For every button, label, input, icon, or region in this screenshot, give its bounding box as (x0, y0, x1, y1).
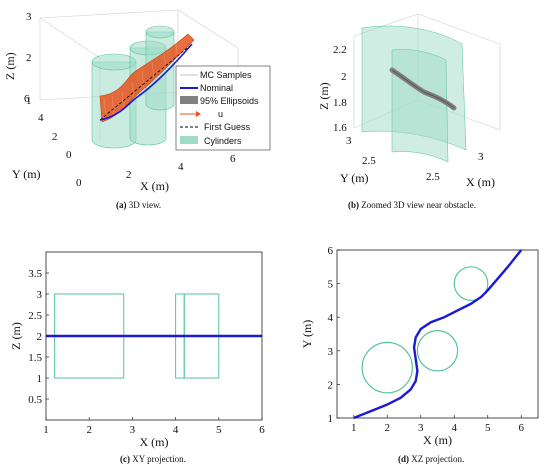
x-axis-label: X (m) (423, 433, 452, 447)
x-tick-label: 4 (173, 424, 179, 436)
y-tick-label: 6 (328, 245, 334, 257)
x-tick-label: 2 (86, 424, 92, 436)
panel-a-ztick: 1 (26, 95, 32, 107)
panel-b-ztick: 2 (341, 71, 347, 83)
panel-a-xtick: 6 (230, 153, 236, 165)
panel-c-caption: (c) XY projection. (120, 454, 186, 464)
panel-b-caption: (b) Zoomed 3D view near obstacle. (348, 200, 476, 210)
y-tick-label: 2 (37, 331, 43, 343)
y-tick-label: 0.5 (28, 394, 42, 406)
legend-first-guess-label: First Guess (204, 122, 251, 132)
y-tick-label: 2.5 (28, 310, 42, 322)
panel-a-xtick: 4 (178, 161, 184, 173)
panel-a-control-surface (99, 33, 195, 123)
panel-c-xy-projection: 1 2 3 4 5 6 0.5 1 1.5 2 2.5 3 3.5 X (m) Z (m) (c) XY p… (9, 251, 265, 464)
panel-d-caption: (d) XZ projection. (398, 454, 464, 464)
y-tick-label: 1 (37, 373, 43, 385)
legend-ellipsoids-label: 95% Ellipsoids (200, 96, 259, 106)
panel-b-ztick: 1.6 (333, 122, 347, 134)
y-tick-label: 3 (37, 289, 43, 301)
x-tick-label: 1 (351, 422, 357, 434)
legend-nominal-label: Nominal (200, 83, 233, 93)
panel-b-xtick: 2.5 (426, 171, 440, 183)
cylinder-circle (416, 330, 459, 372)
panel-b-xtick: 3 (478, 151, 484, 163)
x-tick-label: 6 (519, 422, 525, 434)
y-axis-label: Z (m) (9, 322, 23, 350)
panel-d-xz-projection: 1 2 3 4 5 6 1 2 3 4 5 6 X (m) Y (m) (d) XZ projection… (300, 245, 539, 464)
legend-cylinders-swatch (180, 136, 198, 144)
x-tick-label: 3 (418, 422, 424, 434)
x-tick-label: 6 (259, 424, 265, 436)
panel-b-ytick: 3 (346, 135, 352, 147)
panel-c-plot-area: 1 2 3 4 5 6 0.5 1 1.5 2 2.5 3 3.5 X (m) Z (m) (9, 251, 265, 449)
panel-a-ytick: 4 (38, 112, 44, 124)
legend-mc-samples-label: MC Samples (200, 70, 252, 80)
panel-b-ztick: 1.8 (333, 97, 347, 109)
panel-a-ytick: 0 (66, 149, 72, 161)
panel-a-ztick: 3 (26, 11, 32, 23)
panel-a-3d-view: 1 2 3 0 2 4 6 0 2 4 6 Z (m) Y (m) X (m) … (3, 9, 271, 210)
plot-frame (336, 249, 539, 419)
legend-cylinders-label: Cylinders (204, 136, 242, 146)
panel-a-ylabel: Y (m) (12, 167, 41, 181)
y-tick-label: 4 (328, 312, 334, 324)
x-tick-label: 4 (452, 422, 458, 434)
panel-a-xtick: 2 (126, 169, 132, 181)
panel-a-ytick: 2 (52, 131, 58, 143)
panel-a-xlabel: X (m) (140, 179, 169, 193)
legend-u-label: u (218, 109, 223, 119)
panel-b-zoomed-3d: 2.2 2 1.8 1.6 3 2.5 2.5 3 Z (m) Y (m) X … (317, 13, 501, 210)
y-tick-label: 1.5 (28, 352, 42, 364)
cylinder-circle (453, 266, 489, 302)
panel-b-zlabel: Z (m) (317, 82, 331, 110)
panel-a-nominal-trajectory (99, 43, 193, 121)
y-tick-label: 5 (328, 279, 334, 291)
panel-d-plot-area: 1 2 3 4 5 6 1 2 3 4 5 6 X (m) Y (m) (300, 245, 539, 447)
y-axis-label: Y (m) (300, 320, 314, 349)
y-tick-label: 3.5 (28, 268, 42, 280)
panel-b-nominal-trajectory (391, 69, 455, 109)
x-tick-label: 5 (216, 424, 222, 436)
x-tick-label: 3 (130, 424, 136, 436)
x-tick-label: 1 (43, 424, 49, 436)
panel-b-xlabel: X (m) (466, 175, 495, 189)
x-axis-label: X (m) (140, 435, 169, 449)
y-tick-label: 2 (328, 379, 334, 391)
arrow-icon (196, 111, 201, 117)
nominal-trajectory-line (353, 249, 523, 420)
panel-b-ztick: 2.2 (333, 44, 347, 56)
panel-b-ytick: 2.5 (362, 155, 376, 167)
panel-a-ztick: 2 (26, 52, 32, 64)
panel-a-zlabel: Z (m) (3, 52, 17, 80)
x-tick-label: 5 (485, 422, 491, 434)
panel-b-ylabel: Y (m) (340, 171, 369, 185)
y-tick-label: 1 (328, 413, 334, 425)
cylinder-circle (361, 341, 413, 394)
panel-a-caption: (a) 3D view. (116, 200, 161, 210)
panel-a-xtick: 0 (76, 177, 82, 189)
legend-ellipsoids-swatch (180, 96, 198, 104)
panel-b-cylinder-surfaces (361, 25, 467, 163)
panel-a-legend: MC Samples Nominal 95% Ellipsoids u Firs… (175, 65, 271, 151)
x-tick-label: 2 (385, 422, 391, 434)
panel-a-ytick: 6 (24, 93, 30, 105)
y-tick-label: 3 (328, 346, 334, 358)
